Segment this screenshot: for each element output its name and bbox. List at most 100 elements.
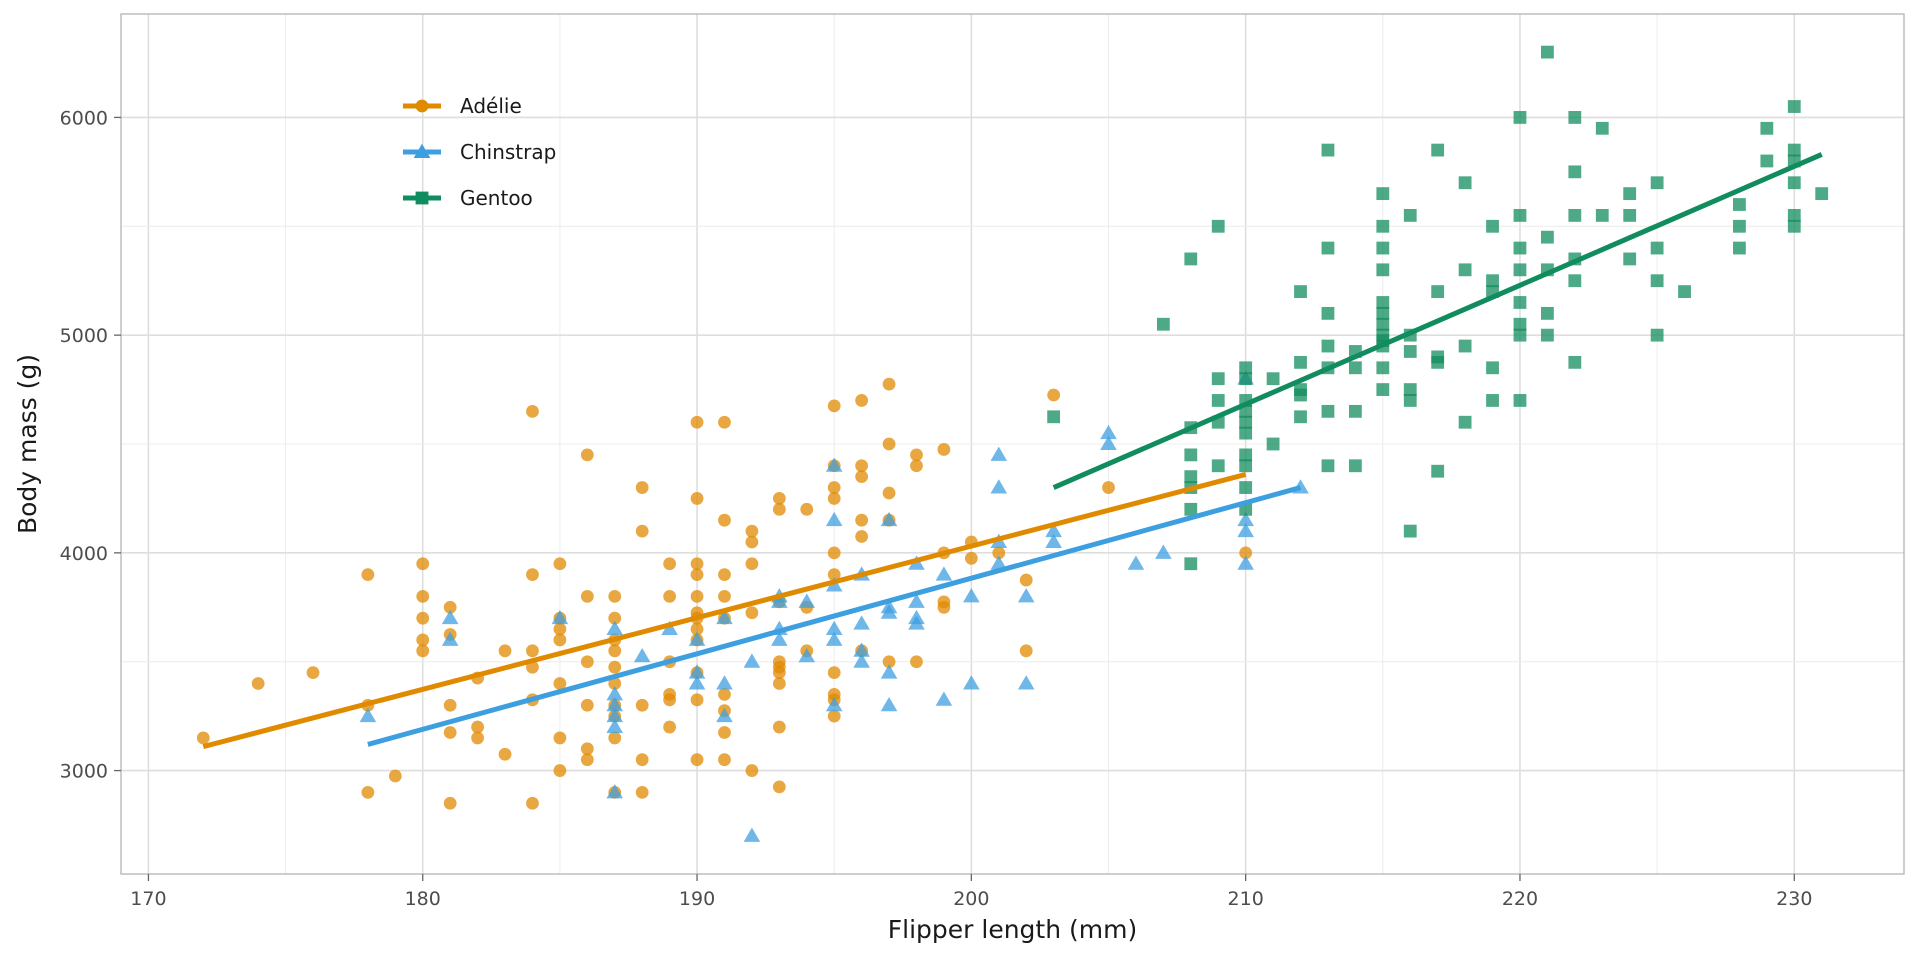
point-adlie <box>608 611 622 625</box>
point-gentoo <box>1376 241 1390 255</box>
point-gentoo <box>1513 328 1527 342</box>
point-gentoo <box>1623 187 1637 201</box>
point-adlie <box>443 698 457 712</box>
point-adlie <box>718 513 731 527</box>
point-chinstrap <box>606 686 624 701</box>
point-gentoo <box>1650 328 1664 342</box>
legend-item-gentoo: Gentoo <box>403 186 533 210</box>
point-gentoo <box>1294 285 1307 298</box>
y-tick-label: 4000 <box>60 543 108 565</box>
y-axis-title: Body mass (g) <box>13 354 42 534</box>
point-gentoo <box>1403 345 1417 358</box>
point-gentoo <box>1431 143 1445 157</box>
point-adlie <box>416 590 430 603</box>
point-adlie <box>443 796 457 810</box>
point-gentoo <box>1431 285 1445 298</box>
point-adlie <box>526 644 539 658</box>
point-adlie <box>690 568 704 582</box>
point-gentoo <box>1513 263 1527 277</box>
point-gentoo <box>1211 459 1225 473</box>
point-chinstrap <box>1237 511 1254 527</box>
point-gentoo <box>1513 241 1527 255</box>
x-tick-label: 180 <box>405 888 441 910</box>
trend-line-chinstrap <box>367 485 1302 747</box>
point-adlie <box>992 546 1006 560</box>
point-gentoo <box>1156 317 1170 331</box>
point-gentoo <box>1239 361 1253 375</box>
point-gentoo <box>1376 219 1390 233</box>
point-adlie <box>663 693 677 707</box>
point-adlie <box>580 448 594 462</box>
point-adlie <box>1239 546 1253 560</box>
point-adlie <box>690 590 704 603</box>
point-gentoo <box>1650 241 1664 255</box>
point-adlie <box>1047 388 1061 402</box>
point-adlie <box>827 709 841 723</box>
point-chinstrap <box>825 631 843 646</box>
point-gentoo <box>1760 154 1774 168</box>
point-chinstrap <box>771 593 788 608</box>
point-adlie <box>608 677 622 690</box>
point-gentoo <box>1650 176 1664 190</box>
point-gentoo <box>1733 198 1746 211</box>
point-chinstrap <box>853 653 870 668</box>
point-adlie <box>1102 481 1115 494</box>
point-adlie <box>690 415 704 429</box>
point-gentoo <box>1184 470 1198 484</box>
point-gentoo <box>1568 355 1582 369</box>
point-chinstrap <box>606 718 624 734</box>
point-gentoo <box>1321 404 1335 418</box>
point-chinstrap <box>880 664 898 679</box>
point-gentoo <box>1486 361 1499 375</box>
point-adlie <box>361 568 375 582</box>
point-gentoo <box>1239 415 1253 429</box>
point-adlie <box>416 611 430 625</box>
point-gentoo <box>1348 404 1362 418</box>
point-gentoo <box>1294 355 1307 369</box>
point-gentoo <box>1733 241 1746 255</box>
point-gentoo <box>1184 252 1198 266</box>
point-chinstrap <box>551 609 569 625</box>
point-gentoo <box>1376 187 1390 201</box>
point-adlie <box>690 693 704 707</box>
point-chinstrap <box>990 479 1008 494</box>
point-gentoo <box>1294 410 1307 424</box>
point-chinstrap <box>880 511 898 527</box>
point-gentoo <box>1403 208 1417 222</box>
point-gentoo <box>1623 208 1637 222</box>
point-gentoo <box>1184 502 1198 516</box>
point-gentoo <box>1266 372 1280 386</box>
trend-line-gentoo <box>1052 152 1823 490</box>
point-chinstrap <box>825 696 843 712</box>
point-adlie <box>718 415 731 429</box>
point-adlie <box>827 399 841 413</box>
point-gentoo <box>1239 426 1253 440</box>
point-gentoo <box>1541 45 1554 59</box>
point-adlie <box>745 606 759 620</box>
point-gentoo <box>1787 208 1801 222</box>
point-adlie <box>416 633 430 647</box>
legend-item-adlie: Adélie <box>403 94 522 118</box>
point-chinstrap <box>606 707 624 723</box>
point-gentoo <box>1376 263 1390 277</box>
point-adlie <box>772 720 786 734</box>
point-gentoo <box>1513 317 1527 331</box>
point-adlie <box>1019 573 1033 587</box>
point-adlie <box>498 644 512 658</box>
point-adlie <box>855 459 869 473</box>
point-adlie <box>827 568 841 582</box>
point-adlie <box>443 600 457 614</box>
point-gentoo <box>1348 459 1362 473</box>
point-adlie <box>827 666 841 680</box>
point-adlie <box>827 492 841 505</box>
x-tick-label: 230 <box>1776 888 1812 910</box>
point-chinstrap <box>441 609 459 625</box>
point-adlie <box>745 535 759 549</box>
point-adlie <box>553 677 567 690</box>
point-gentoo <box>1403 394 1417 407</box>
point-adlie <box>526 404 539 418</box>
point-gentoo <box>1787 143 1801 157</box>
point-chinstrap <box>1045 533 1062 548</box>
point-adlie <box>690 492 704 505</box>
trend-lines <box>202 152 1823 750</box>
